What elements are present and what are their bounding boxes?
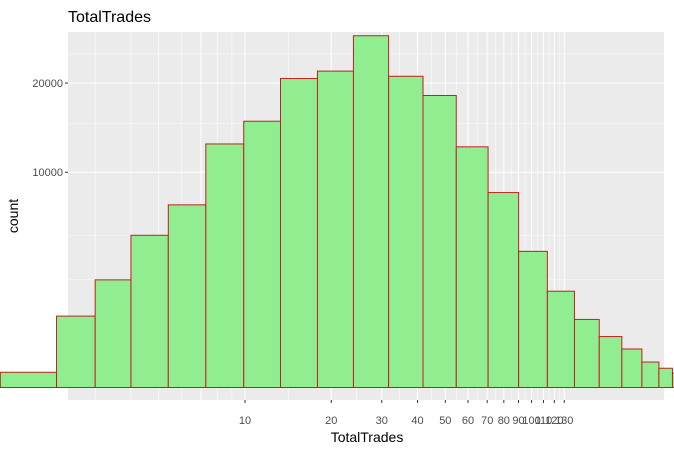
histogram-bar xyxy=(641,361,660,388)
histogram-bar xyxy=(487,192,520,388)
x-tick-label: 100 xyxy=(522,415,540,427)
x-tick-label: 130 xyxy=(555,415,573,427)
histogram-bar xyxy=(573,318,600,389)
histogram-bar xyxy=(56,315,96,389)
y-tick-label: 20000 xyxy=(32,78,63,90)
histogram-bar xyxy=(0,371,58,388)
histogram-bar xyxy=(279,78,318,389)
histogram-bar xyxy=(352,35,390,389)
histogram-bar xyxy=(388,75,424,388)
histogram-bar xyxy=(455,146,489,388)
histogram-bar xyxy=(167,204,207,388)
y-axis-label: count xyxy=(5,199,21,233)
y-axis-ticks: 10000 20000 xyxy=(32,78,68,179)
histogram-bar xyxy=(94,279,132,388)
histogram-bar xyxy=(671,372,674,388)
histogram-bar xyxy=(316,70,354,388)
x-tick-label: 70 xyxy=(481,415,493,427)
histogram-bar xyxy=(518,250,548,388)
x-tick-label: 30 xyxy=(376,415,388,427)
histogram-bar xyxy=(658,367,673,388)
x-tick-label: 60 xyxy=(462,415,474,427)
x-tick-label: 50 xyxy=(439,415,451,427)
histogram-bar xyxy=(205,143,245,388)
x-tick-label: 90 xyxy=(512,415,524,427)
x-tick-label: 120 xyxy=(545,415,563,427)
histogram-bar xyxy=(243,120,281,389)
y-tick-label: 10000 xyxy=(32,167,63,179)
x-tick-label: 40 xyxy=(411,415,423,427)
histogram-bar xyxy=(621,348,643,388)
histogram-bar xyxy=(422,94,457,389)
histogram-bar xyxy=(130,234,169,388)
x-axis-label: TotalTrades xyxy=(331,429,404,445)
histogram-bars xyxy=(0,35,674,389)
chart-title: TotalTrades xyxy=(68,9,151,26)
histogram-bar xyxy=(598,336,623,389)
x-tick-label: 20 xyxy=(325,415,337,427)
x-tick-label: 80 xyxy=(498,415,510,427)
x-tick-label: 110 xyxy=(535,415,553,427)
x-tick-label: 10 xyxy=(239,415,251,427)
histogram-bar xyxy=(546,290,575,388)
